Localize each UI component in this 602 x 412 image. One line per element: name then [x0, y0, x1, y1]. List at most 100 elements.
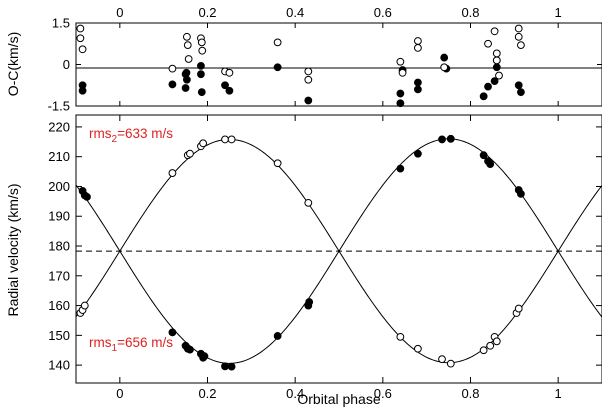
velocity-primary-point	[446, 134, 455, 143]
residual-secondary-point	[495, 71, 503, 80]
velocity-secondary-point	[486, 341, 495, 350]
velocity-primary-point	[479, 151, 488, 160]
residuals-x-tick-label: 0	[116, 5, 123, 20]
velocity-primary-point	[186, 345, 194, 354]
residual-secondary-point	[492, 56, 501, 65]
residuals-x-tick-label: 0.8	[461, 5, 479, 20]
velocity-secondary-point	[438, 355, 446, 364]
velocity-secondary-point	[168, 169, 177, 177]
residuals-y-axis-title: O-C(km/s)	[5, 32, 21, 97]
residuals-y-tick-label: -1.5	[48, 99, 70, 114]
residual-secondary-point	[225, 68, 234, 77]
rms-secondary-label: rms2=633 m/s	[89, 126, 173, 145]
residual-primary-point	[396, 99, 405, 108]
residual-secondary-point	[76, 24, 85, 33]
residuals-y-tick-label: 0	[63, 57, 70, 72]
residuals-x-tick-label: 0.2	[198, 5, 216, 20]
residual-secondary-point	[183, 32, 191, 41]
residual-primary-point	[517, 88, 525, 97]
residual-secondary-point	[76, 34, 85, 43]
residual-primary-point	[225, 86, 234, 95]
velocity-secondary-point	[514, 304, 523, 313]
velocity-secondary-point	[492, 337, 501, 346]
velocity-secondary-point	[396, 332, 405, 341]
rv-y-tick-label: 210	[48, 149, 70, 164]
velocity-secondary-point	[221, 135, 229, 144]
residual-secondary-point	[490, 27, 499, 36]
rv-x-tick-label: 0.4	[286, 386, 304, 401]
residual-primary-point	[304, 96, 313, 105]
rv-y-tick-label: 200	[48, 179, 70, 194]
rv-y-tick-label: 190	[48, 209, 70, 224]
velocity-primary-point	[305, 298, 314, 306]
x-axis-title: Orbital phase	[297, 391, 380, 407]
residual-secondary-point	[183, 41, 192, 50]
velocity-primary-point	[168, 328, 177, 337]
rv-x-tick-label: 0.2	[198, 386, 216, 401]
residual-primary-point	[197, 70, 205, 79]
radial-velocity-y-axis-title: Radial velocity (km/s)	[5, 183, 21, 316]
residual-secondary-point	[398, 68, 407, 77]
velocity-secondary-point	[304, 198, 313, 207]
velocity-secondary-point	[199, 139, 208, 148]
residual-secondary-point	[517, 41, 525, 50]
residual-primary-point	[197, 88, 206, 97]
residual-secondary-point	[484, 39, 492, 48]
residual-primary-point	[182, 68, 191, 77]
velocity-secondary-point	[414, 344, 422, 353]
residual-secondary-point	[78, 45, 87, 54]
rv-y-tick-label: 150	[48, 328, 70, 343]
rv-y-tick-label: 220	[48, 119, 70, 134]
velocity-primary-point	[221, 362, 229, 371]
residual-secondary-point	[198, 46, 207, 55]
velocity-primary-point	[438, 135, 446, 144]
residual-primary-point	[414, 78, 422, 87]
residual-primary-point	[396, 89, 405, 98]
velocity-secondary-point	[273, 159, 282, 168]
residual-primary-point	[440, 53, 449, 62]
velocity-primary-point	[414, 149, 422, 158]
residual-primary-point	[221, 81, 229, 90]
residual-secondary-point	[396, 57, 405, 66]
rv-x-tick-label: 1	[555, 386, 562, 401]
residuals-x-tick-label: 1	[555, 5, 562, 20]
velocity-primary-point	[486, 160, 495, 169]
residuals-y-tick-label: 1.5	[52, 16, 70, 31]
velocity-primary-point	[83, 192, 91, 201]
residual-primary-point	[78, 86, 87, 95]
residual-secondary-point	[514, 32, 523, 41]
residual-secondary-point	[197, 38, 206, 47]
rv-y-tick-label: 140	[48, 358, 70, 373]
rv-y-tick-label: 160	[48, 298, 70, 313]
residuals-x-tick-label: 0.4	[286, 5, 304, 20]
radial-velocity-panel: 0 0.2 0.4 0.6 0.8 1 140 150 160 170 180 190 200 210 2…	[5, 114, 602, 407]
velocity-primary-point	[200, 352, 209, 361]
secondary-velocity-curve	[75, 138, 602, 364]
velocity-primary-point	[517, 190, 525, 198]
residual-primary-point	[273, 63, 282, 72]
residual-secondary-point	[514, 24, 523, 33]
residual-secondary-point	[184, 55, 193, 63]
residual-primary-point	[414, 85, 422, 94]
residual-secondary-point	[414, 44, 422, 52]
residual-primary-point	[183, 75, 191, 84]
velocity-secondary-point	[80, 301, 89, 310]
rv-x-tick-label: 0.8	[461, 386, 479, 401]
velocity-secondary-point	[186, 149, 194, 158]
rms-primary-label: rms1=656 m/s	[89, 335, 173, 354]
residual-primary-point	[492, 63, 501, 72]
residuals-x-tick-label: 0.6	[374, 5, 392, 20]
residual-secondary-point	[492, 49, 501, 58]
residual-secondary-point	[168, 64, 177, 73]
residual-primary-point	[168, 80, 177, 89]
residuals-panel: 0 0.2 0.4 0.6 0.8 1 -1.5 0 1.5 O-C(km/s)	[5, 5, 602, 114]
residual-primary-point	[479, 92, 488, 101]
rv-y-tick-label: 170	[48, 268, 70, 283]
velocity-secondary-point	[227, 135, 236, 144]
rv-x-tick-label: 0.6	[374, 386, 392, 401]
residual-secondary-point	[273, 38, 282, 47]
rv-y-tick-label: 180	[48, 239, 70, 254]
residual-secondary-point	[440, 63, 449, 72]
residual-primary-point	[484, 82, 492, 91]
